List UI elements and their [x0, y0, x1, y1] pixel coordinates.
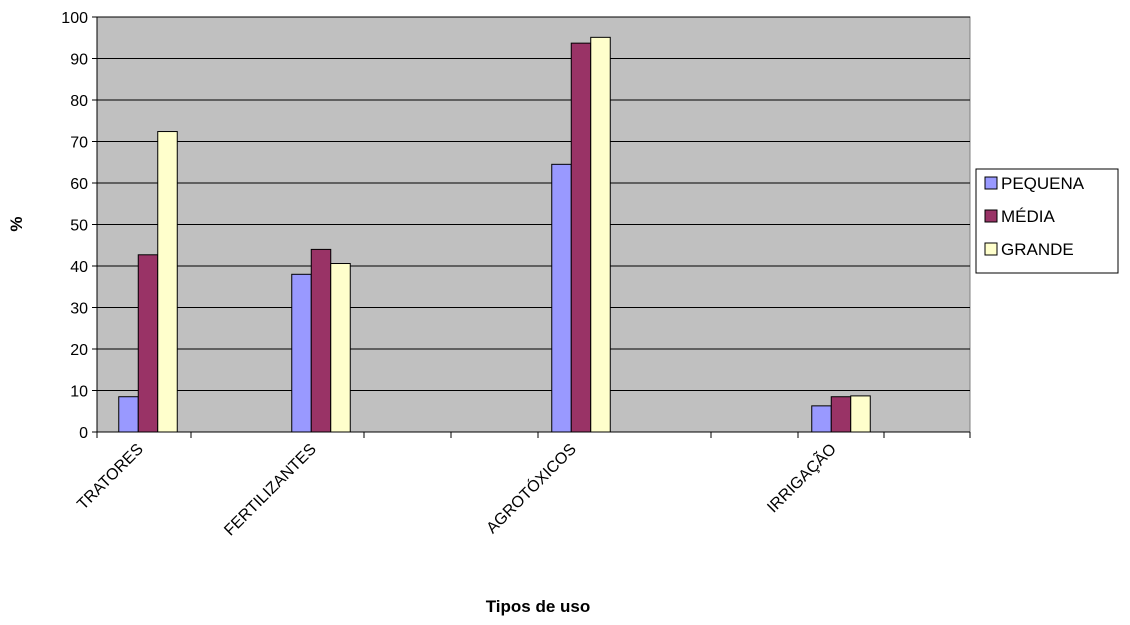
legend-swatch [984, 176, 998, 190]
legend-label: PEQUENA [1001, 174, 1085, 193]
y-tick-label: 100 [61, 10, 88, 27]
y-axis-title: % [7, 216, 26, 231]
y-tick-label: 30 [70, 301, 88, 318]
legend-swatch [984, 242, 998, 256]
bar-pequena-0 [118, 396, 139, 433]
x-tick-label: FERTILIZANTES [221, 441, 320, 540]
y-tick-label: 60 [70, 176, 88, 193]
bar-média-1 [310, 248, 332, 433]
bar-média-0 [137, 254, 159, 433]
legend-swatch [984, 209, 998, 223]
bar-média-3 [830, 396, 852, 433]
x-tick-label: AGROTÓXICOS [482, 439, 580, 537]
x-axis-title: Tipos de uso [486, 597, 591, 616]
bar-pequena-3 [811, 405, 832, 433]
legend-box [975, 168, 1119, 274]
x-tick-label: IRRIGAÇÃO [762, 439, 840, 517]
bar-média-2 [570, 42, 592, 433]
y-tick-label: 10 [70, 384, 88, 401]
legend-label: GRANDE [1001, 240, 1074, 259]
legend-label: MÉDIA [1001, 207, 1056, 226]
x-tick-labels: TRATORES FERTILIZANTES AGROTÓXICOS IRRIGAÇÃ… [74, 439, 840, 540]
bar-pequena-2 [551, 163, 572, 433]
y-tick-label: 90 [70, 52, 88, 69]
y-tick-label: 50 [70, 218, 88, 235]
bar-grande-2 [590, 36, 611, 433]
x-tick-label: TRATORES [74, 441, 147, 514]
y-tick-label: 40 [70, 259, 88, 276]
gridlines [97, 16, 970, 391]
bar-pequena-1 [291, 273, 312, 433]
axes [92, 16, 971, 438]
bar-grande-0 [157, 131, 178, 433]
bar-grande-3 [850, 395, 871, 433]
y-tick-labels: 0 10 20 30 40 50 60 70 80 90 100 [61, 10, 88, 442]
y-tick-label: 70 [70, 135, 88, 152]
legend: PEQUENA MÉDIA GRANDE [975, 168, 1119, 274]
y-tick-label: 80 [70, 93, 88, 110]
bars [118, 36, 871, 433]
y-tick-label: 0 [79, 425, 88, 442]
bar-grande-1 [330, 263, 351, 433]
y-tick-label: 20 [70, 342, 88, 359]
